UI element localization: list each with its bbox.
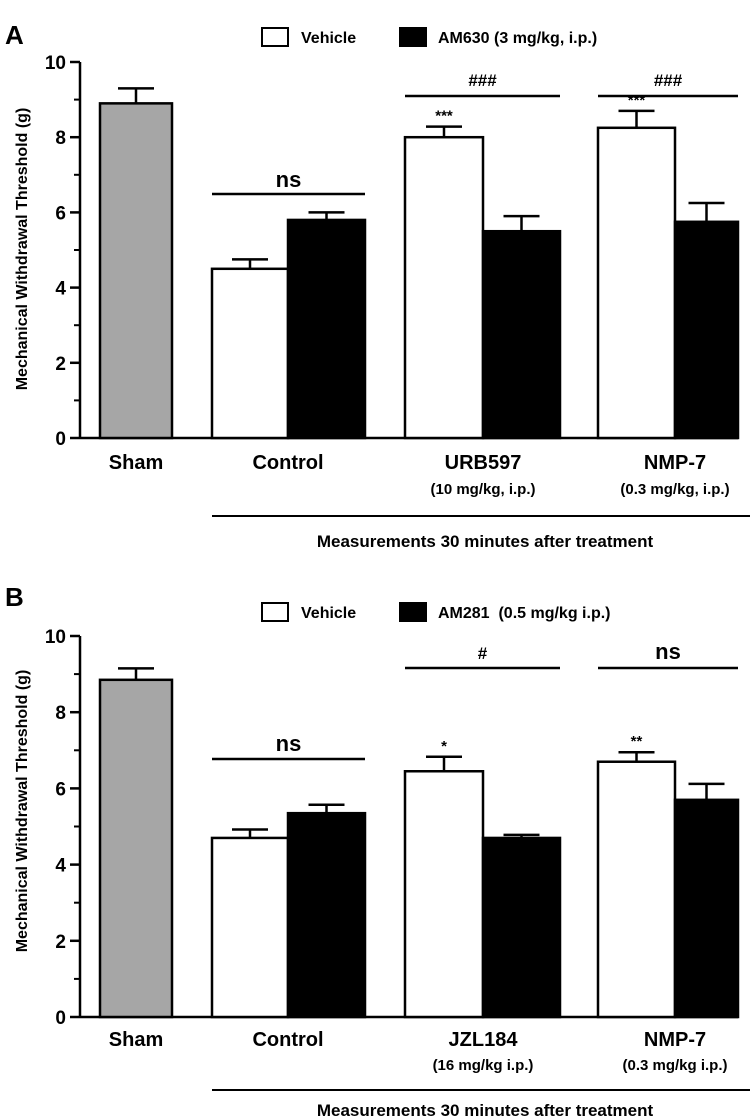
panel-b-treatment-bracket-label: Measurements 30 minutes after treatment xyxy=(317,1101,654,1119)
comparison-label: ### xyxy=(654,71,683,90)
bar xyxy=(286,218,367,440)
panel-a-legend-label-vehicle: Vehicle xyxy=(301,30,356,47)
panel-a-y-tick-label: 8 xyxy=(55,128,66,149)
panel-b-y-tick-label: 4 xyxy=(55,856,66,877)
comparison-label: ns xyxy=(276,167,302,192)
panel-b-legend-swatch-drug xyxy=(399,602,427,622)
panel-b-legend-label-drug: AM281 (0.5 mg/kg i.p.) xyxy=(438,605,610,622)
panel-b-group-sublabel-nmp7: (0.3 mg/kg i.p.) xyxy=(622,1057,727,1074)
panel-b-label: B xyxy=(5,582,24,612)
panel-a-legend-swatch-drug xyxy=(399,27,427,47)
significance-star: *** xyxy=(628,92,646,109)
panel-a-y-tick-label: 4 xyxy=(55,279,66,300)
panel-b-group-label-jzl184: JZL184 xyxy=(449,1029,519,1051)
panel-a: A Vehicle AM630 (3 mg/kg, i.p.) Mechanic… xyxy=(5,20,750,551)
panel-a-group-label-control: Control xyxy=(252,452,323,474)
bar xyxy=(673,220,740,440)
panel-a-treatment-bracket-label: Measurements 30 minutes after treatment xyxy=(317,532,654,551)
panel-b-y-tick-label: 0 xyxy=(55,1008,66,1029)
comparison-label: ### xyxy=(468,71,497,90)
panel-a-legend-label-drug: AM630 (3 mg/kg, i.p.) xyxy=(438,30,597,47)
bar xyxy=(596,760,677,1019)
significance-star: * xyxy=(441,738,447,755)
bar xyxy=(286,811,367,1019)
comparison-label: ns xyxy=(276,731,302,756)
panel-a-bars xyxy=(98,87,740,440)
bar xyxy=(98,678,174,1019)
bar xyxy=(403,770,485,1019)
panel-a-legend-swatch-vehicle xyxy=(261,27,289,47)
panel-a-y-tick-label: 2 xyxy=(55,354,66,375)
panel-a-legend: Vehicle AM630 (3 mg/kg, i.p.) xyxy=(261,27,597,47)
comparison-label: # xyxy=(478,644,488,663)
comparison-label: ns xyxy=(655,639,681,664)
bar xyxy=(98,102,174,440)
panel-b-group-sublabel-jzl184: (16 mg/kg i.p.) xyxy=(433,1057,534,1074)
panel-b-y-tick-label: 10 xyxy=(45,627,66,648)
panel-b-y-axis-title: Mechanical Withdrawal Threshold (g) xyxy=(14,670,31,953)
panel-a-label: A xyxy=(5,20,24,50)
panel-a-annotations: ns *** ### *** ### xyxy=(212,71,738,196)
bar xyxy=(481,836,562,1019)
panel-a-y-tick-label: 0 xyxy=(55,429,66,450)
panel-b-y-tick-label: 8 xyxy=(55,703,66,724)
panel-a-y-axis-title: Mechanical Withdrawal Threshold (g) xyxy=(14,108,31,391)
panel-b-y-tick-label: 6 xyxy=(55,779,66,800)
panel-b: B Vehicle AM281 (0.5 mg/kg i.p.) Mechani… xyxy=(5,582,750,1119)
panel-b-bars xyxy=(98,667,740,1019)
panel-b-legend-swatch-vehicle xyxy=(261,602,289,622)
bar xyxy=(210,836,290,1019)
panel-a-group-label-urb597: URB597 xyxy=(445,452,522,474)
panel-a-y-tick-label: 6 xyxy=(55,203,66,224)
significance-star: ** xyxy=(631,733,643,750)
panel-b-annotations: ns * # ** ns xyxy=(212,639,738,761)
panel-b-legend-label-vehicle: Vehicle xyxy=(301,605,356,622)
panel-b-group-label-sham: Sham xyxy=(109,1029,163,1051)
bar xyxy=(403,135,485,440)
bar xyxy=(481,229,562,440)
significance-star: *** xyxy=(435,108,453,125)
bar xyxy=(673,798,740,1019)
panel-a-group-label-sham: Sham xyxy=(109,452,163,474)
bar xyxy=(210,267,290,440)
panel-a-group-sublabel-nmp7: (0.3 mg/kg, i.p.) xyxy=(620,481,729,498)
panel-a-group-sublabel-urb597: (10 mg/kg, i.p.) xyxy=(430,481,535,498)
bar xyxy=(596,126,677,440)
panel-b-legend: Vehicle AM281 (0.5 mg/kg i.p.) xyxy=(261,602,610,622)
panel-b-group-label-control: Control xyxy=(252,1029,323,1051)
panel-a-y-tick-label: 10 xyxy=(45,53,66,74)
panel-b-y-tick-label: 2 xyxy=(55,932,66,953)
panel-b-group-label-nmp7: NMP-7 xyxy=(644,1029,706,1051)
panel-a-group-label-nmp7: NMP-7 xyxy=(644,452,706,474)
